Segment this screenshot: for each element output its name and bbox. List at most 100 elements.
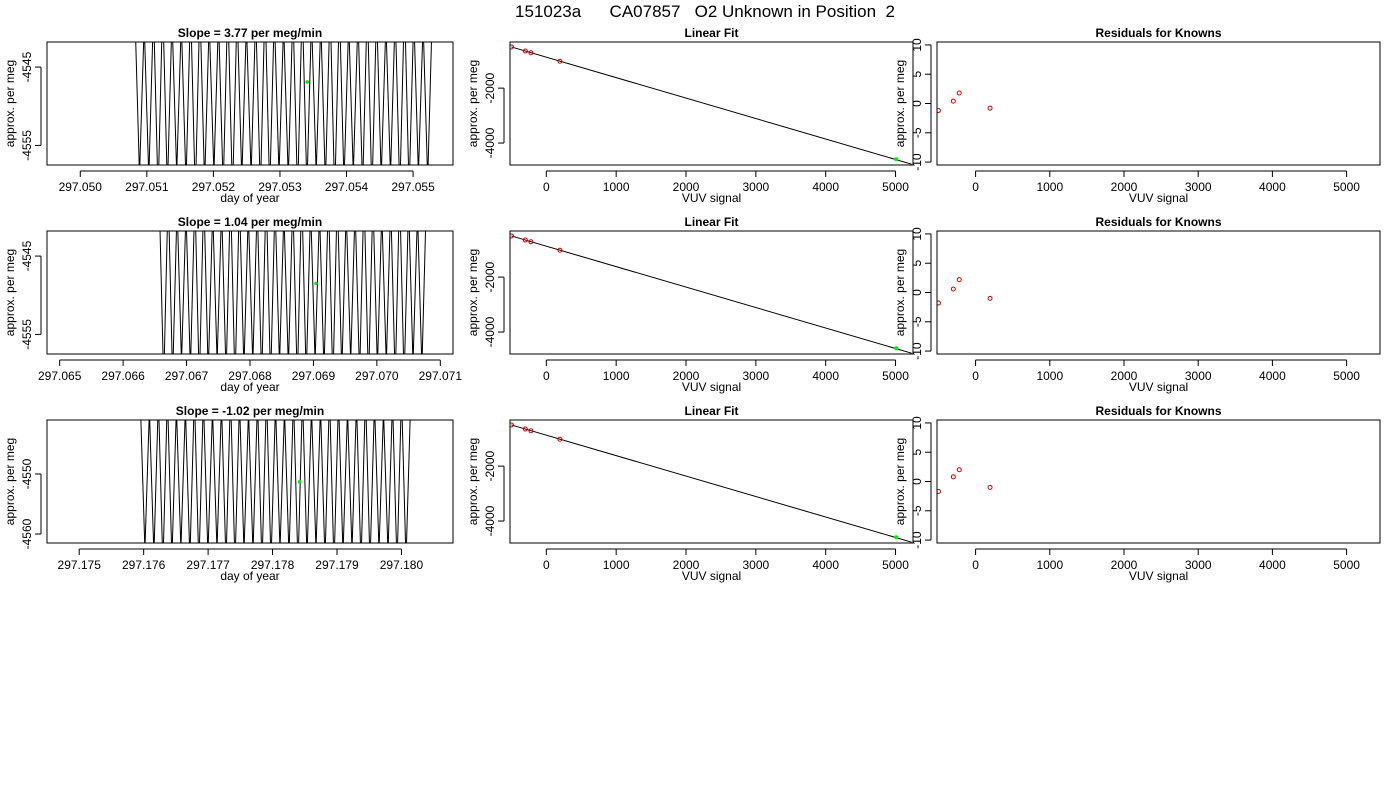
x-tick-label: 297.055 (391, 180, 435, 194)
x-tick-label: 1000 (603, 180, 630, 194)
y-tick-label: 5 (910, 449, 924, 456)
x-tick-label: 297.068 (228, 369, 272, 383)
known-point (522, 48, 528, 54)
x-axis-label: day of year (220, 569, 279, 583)
known-point (557, 58, 563, 64)
known-point (557, 436, 563, 442)
x-axis-label: day of year (220, 380, 279, 394)
fit-line (511, 424, 912, 543)
y-tick-label: -2000 (483, 72, 497, 103)
y-tick-label: -2000 (483, 450, 497, 481)
x-tick-label: 3000 (1185, 180, 1212, 194)
x-tick-label: 4000 (812, 558, 839, 572)
y-tick-label: -4000 (483, 127, 497, 158)
residual-point (987, 105, 993, 111)
x-tick-label: 1000 (603, 558, 630, 572)
x-tick-label: 3000 (742, 369, 769, 383)
plot-frame (509, 41, 914, 166)
residual-point (950, 474, 956, 480)
plot-frame (46, 230, 454, 355)
x-tick-label: 3000 (742, 558, 769, 572)
x-tick-label: 297.177 (186, 558, 230, 572)
plot-area (510, 44, 912, 165)
data-trace (140, 420, 411, 543)
x-tick-label: 4000 (1259, 369, 1286, 383)
plot-frame (936, 419, 1381, 544)
y-tick-label: 5 (910, 71, 924, 78)
residual-point (956, 90, 962, 96)
y-axis-label: approx. per meg (466, 438, 480, 525)
residual-point (937, 108, 941, 114)
plot-frame (46, 419, 454, 544)
x-tick-label: 4000 (812, 180, 839, 194)
x-axis-label: day of year (220, 191, 279, 205)
plot-frame (46, 41, 454, 166)
x-tick-label: 4000 (812, 369, 839, 383)
y-tick-label: 0 (910, 478, 924, 485)
y-tick-label: -4555 (20, 319, 34, 350)
x-axis-label: VUV signal (682, 380, 741, 394)
y-tick-label: 5 (910, 260, 924, 267)
x-tick-label: 297.050 (59, 180, 103, 194)
known-point (510, 233, 514, 239)
y-tick-label: -5 (910, 127, 924, 138)
chart-panel-4: Slope = 1.04 per meg/min 297.065 297.066 29… (3, 215, 463, 394)
y-axis-label: approx. per meg (893, 438, 907, 525)
x-tick-label: 5000 (882, 558, 909, 572)
x-tick-label: 2000 (673, 180, 700, 194)
plot-area (510, 422, 912, 543)
x-tick-label: 5000 (1333, 180, 1360, 194)
x-tick-label: 297.054 (325, 180, 369, 194)
residual-point (950, 98, 956, 104)
y-axis-label: approx. per meg (466, 60, 480, 147)
x-tick-label: 1000 (1036, 558, 1063, 572)
y-tick-label: -5 (910, 316, 924, 327)
y-tick-label: -4000 (483, 316, 497, 347)
y-axis-label: approx. per meg (3, 60, 17, 147)
y-axis-label: approx. per meg (466, 249, 480, 336)
x-tick-label: 5000 (1333, 369, 1360, 383)
x-tick-label: 297.179 (315, 558, 359, 572)
chart-title: Residuals for Knowns (1095, 26, 1221, 40)
x-tick-label: 0 (972, 369, 979, 383)
x-tick-label: 3000 (1185, 369, 1212, 383)
known-point (557, 247, 563, 253)
chart-title: Slope = 3.77 per meg/min (178, 26, 322, 40)
x-tick-label: 297.051 (125, 180, 169, 194)
residual-point (987, 295, 993, 301)
x-tick-label: 0 (972, 180, 979, 194)
y-tick-label: -2000 (483, 261, 497, 292)
known-point (510, 422, 514, 428)
x-tick-label: 297.065 (38, 369, 82, 383)
x-tick-label: 1000 (603, 369, 630, 383)
x-tick-label: 297.071 (419, 369, 463, 383)
known-point (528, 50, 534, 56)
residual-point (937, 488, 941, 494)
x-tick-label: 5000 (1333, 558, 1360, 572)
chart-panel-2: Linear Fit 0 1000 2000 3000 4000 5000 VUV signa… (466, 26, 914, 205)
y-axis-label: approx. per meg (893, 249, 907, 336)
residual-point (950, 286, 956, 292)
x-tick-label: 2000 (673, 558, 700, 572)
residual-point (956, 467, 962, 473)
y-tick-label: -4550 (20, 458, 34, 489)
known-point (522, 237, 528, 243)
y-tick-label: 10 (910, 38, 924, 52)
x-tick-label: 2000 (1111, 180, 1138, 194)
x-tick-label: 297.052 (192, 180, 236, 194)
chart-title: Residuals for Knowns (1095, 215, 1221, 229)
x-axis-label: VUV signal (1129, 569, 1188, 583)
fit-line (511, 46, 912, 165)
chart-panel-3: Residuals for Knowns 0 1000 2000 3000 4000 500… (893, 26, 1381, 205)
chart-panel-1: Slope = 3.77 per meg/min 297.050 297.051 29… (3, 26, 454, 205)
x-tick-label: 0 (972, 558, 979, 572)
y-tick-label: -4545 (20, 51, 34, 82)
x-tick-label: 5000 (882, 180, 909, 194)
chart-title: Linear Fit (684, 404, 738, 418)
x-tick-label: 1000 (1036, 369, 1063, 383)
x-tick-label: 297.067 (165, 369, 209, 383)
plot-frame (936, 230, 1381, 355)
x-tick-label: 2000 (1111, 369, 1138, 383)
x-tick-label: 1000 (1036, 180, 1063, 194)
x-tick-label: 0 (543, 369, 550, 383)
